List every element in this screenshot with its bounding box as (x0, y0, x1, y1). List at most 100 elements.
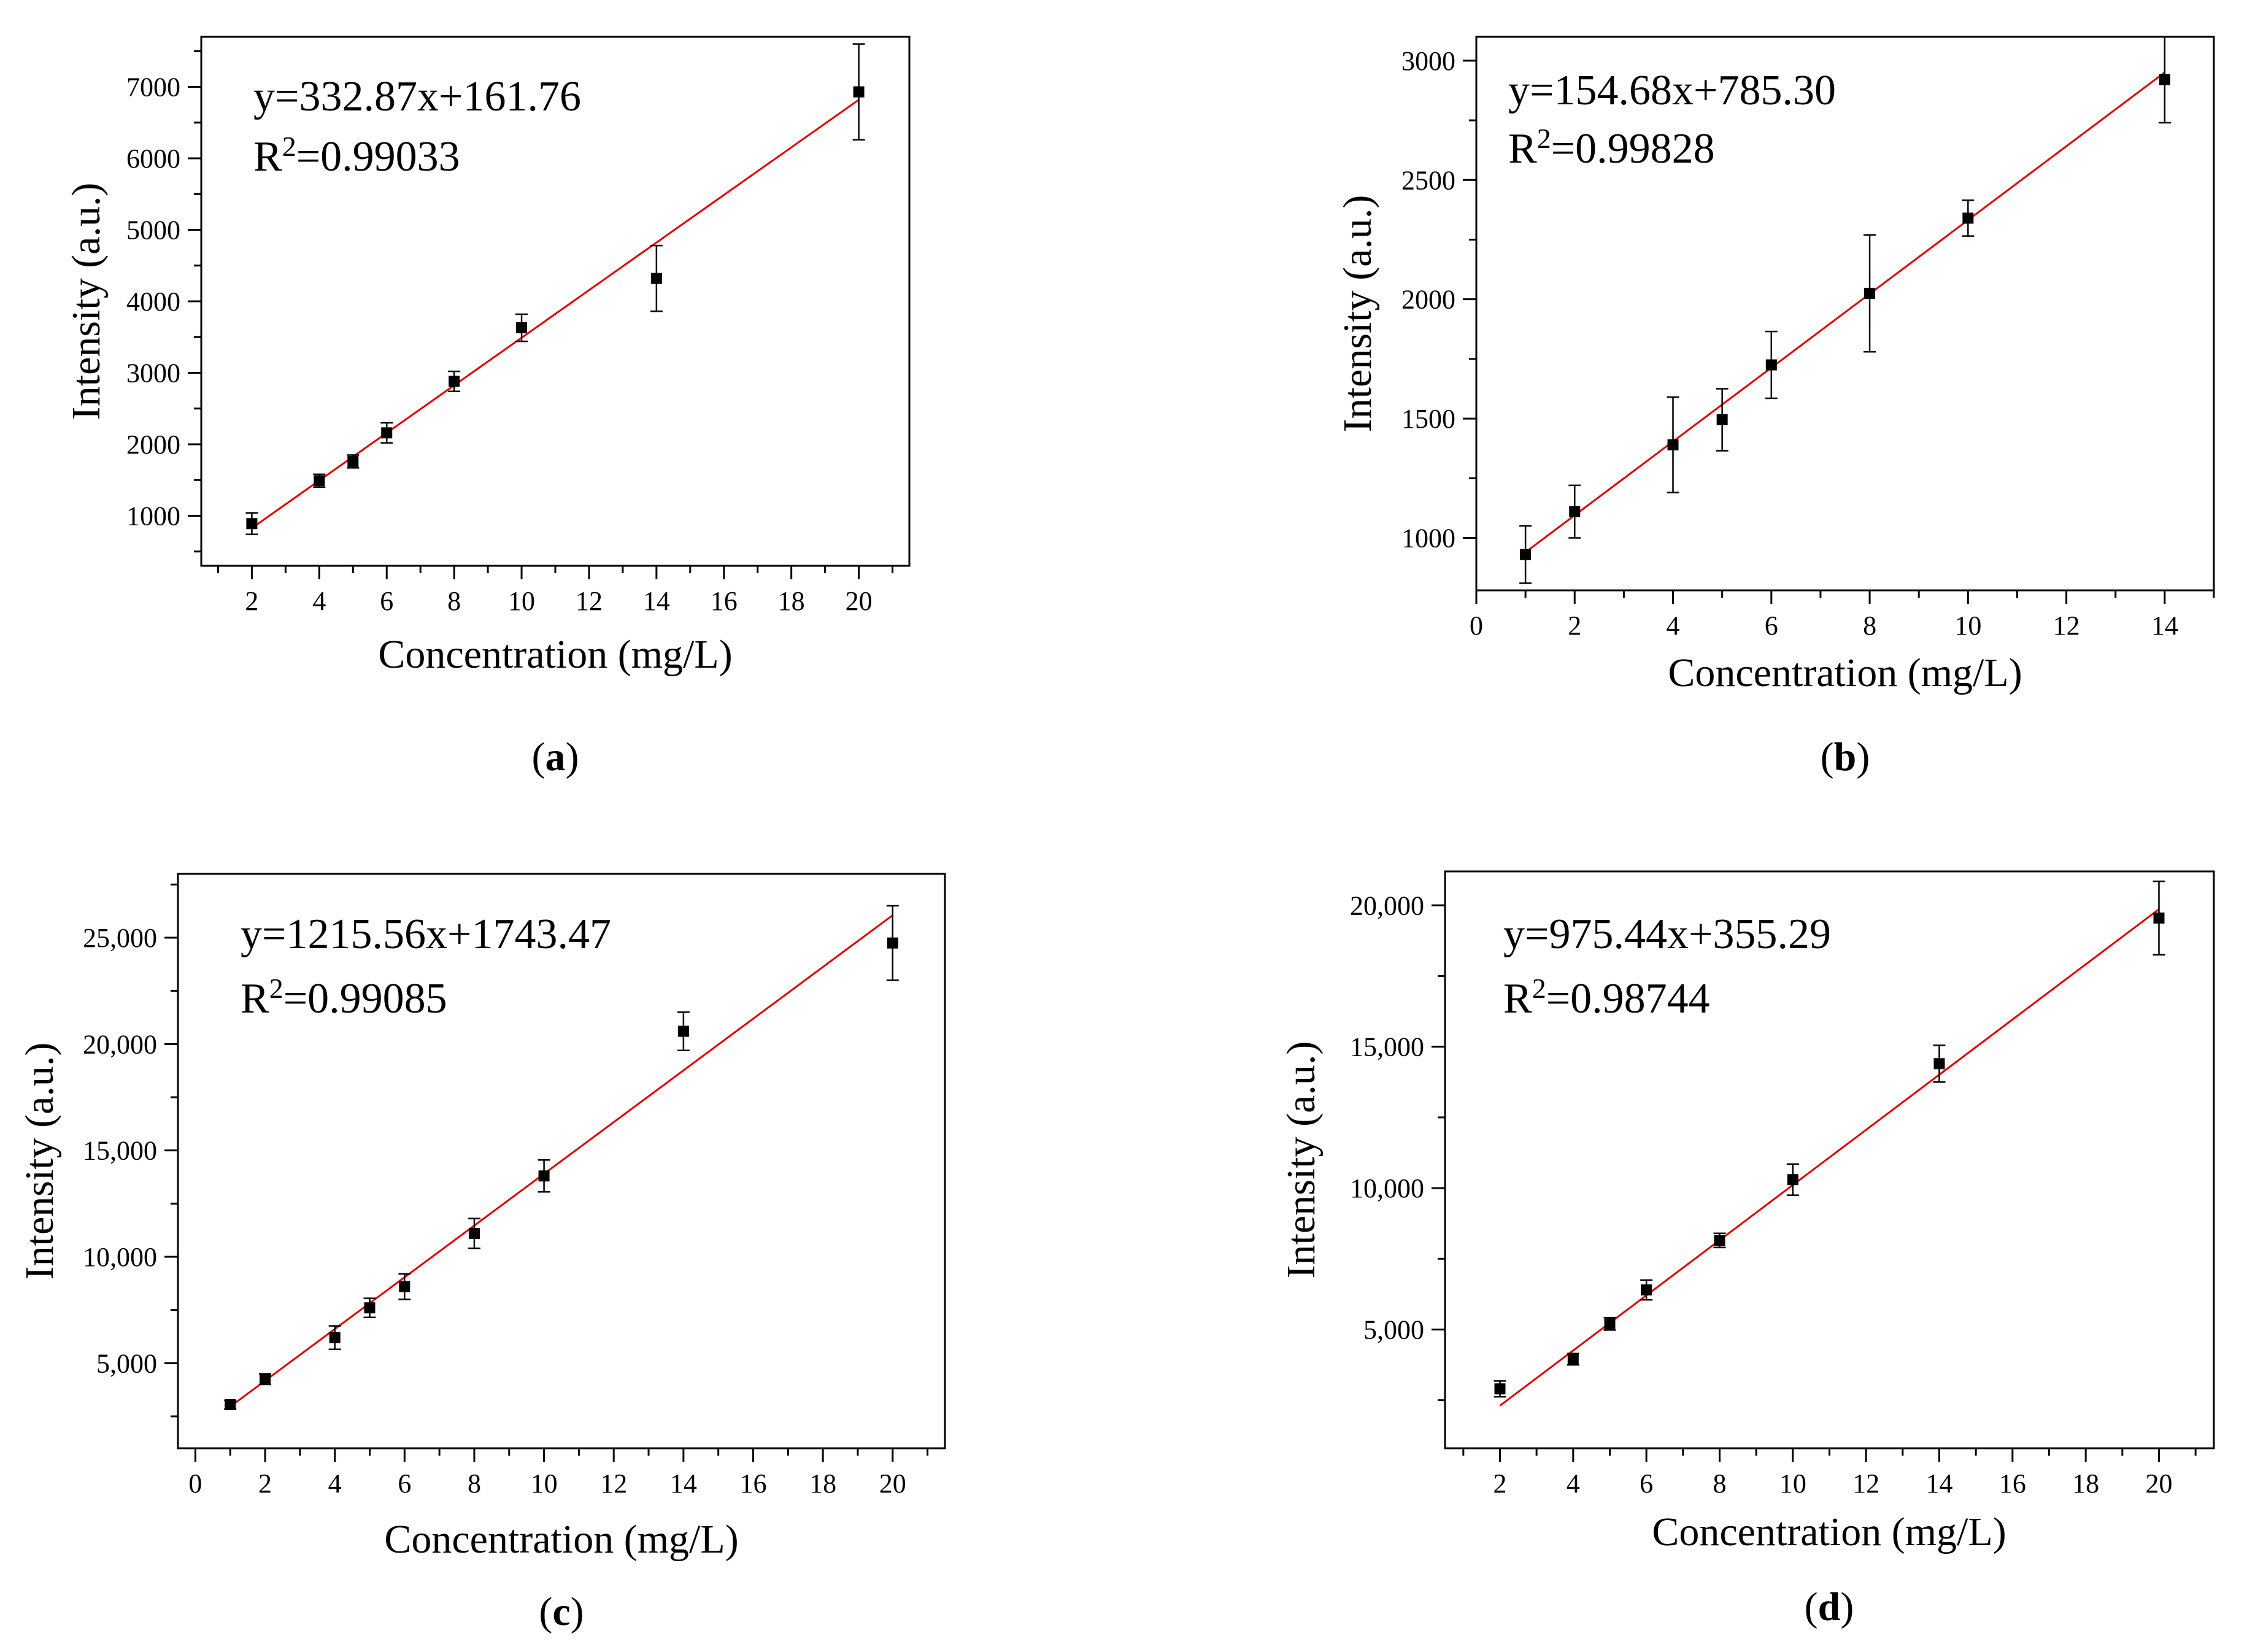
data-point (468, 1227, 480, 1239)
y-tick-label: 6000 (126, 144, 180, 174)
y-tick-label: 5000 (126, 215, 180, 245)
caption-close-paren: ) (1856, 735, 1870, 779)
r-squared: R2=0.99828 (1508, 123, 1715, 172)
data-point (1864, 287, 1876, 299)
x-tick-label: 20 (2146, 1469, 2173, 1499)
panel-caption: (b) (1821, 735, 1870, 779)
y-tick-label: 3000 (126, 358, 180, 388)
caption-close-paren: ) (571, 1589, 584, 1634)
data-point (538, 1170, 550, 1182)
caption-letter: d (1818, 1584, 1841, 1629)
y-tick-label: 1000 (1401, 523, 1455, 553)
data-point (1962, 212, 1974, 224)
y-axis-label: Intensity (a.u.) (1279, 1041, 1324, 1279)
x-tick-label: 2 (1568, 611, 1581, 641)
data-point (1667, 439, 1679, 450)
data-point (887, 937, 898, 949)
caption-open-paren: ( (539, 1589, 552, 1634)
y-tick-label: 7000 (126, 72, 180, 102)
caption-letter: c (552, 1589, 570, 1634)
x-tick-label: 16 (711, 586, 738, 616)
r-squared-superscript: 2 (1532, 973, 1546, 1004)
data-point (1567, 1353, 1579, 1365)
x-tick-label: 4 (312, 586, 326, 616)
x-tick-label: 8 (1863, 611, 1876, 641)
x-tick-label: 12 (2053, 611, 2080, 641)
r-squared: R2=0.98744 (1503, 973, 1710, 1022)
y-tick-label: 5,000 (1363, 1314, 1424, 1345)
x-tick-label: 10 (508, 586, 535, 616)
plot-frame-c (177, 873, 946, 1449)
data-point (677, 1025, 689, 1037)
data-point (650, 272, 662, 284)
data-point (329, 1332, 341, 1343)
fit-equation: y=154.68x+785.30 (1508, 67, 1836, 114)
x-tick-label: 0 (188, 1469, 202, 1499)
x-axis-label: Concentration (mg/L) (1668, 650, 2022, 695)
data-point (1716, 414, 1728, 426)
y-tick-label: 20,000 (1350, 890, 1424, 921)
caption-open-paren: ( (532, 735, 545, 779)
caption-close-paren: ) (1840, 1584, 1854, 1629)
chart-a: 2 4 6 8 10 12 14 16 18 20 1000 2000 3000 4000 5000 6000… (64, 36, 911, 779)
y-axis-label: Intensity (a.u.) (17, 1043, 62, 1280)
chart-b: 0 2 4 6 8 10 12 14 1000 1500 2000 2500 3000 y=154.68x… (1335, 36, 2215, 779)
x-tick-label: 4 (328, 1469, 342, 1499)
x-tick-label: 4 (1567, 1469, 1580, 1499)
caption-close-paren: ) (566, 735, 579, 779)
y-axis-label: Intensity (a.u.) (64, 183, 109, 420)
x-tick-label: 20 (879, 1469, 906, 1499)
x-tick-label: 10 (1954, 611, 1981, 641)
y-tick-label: 2000 (1401, 285, 1455, 315)
x-axis-label: Concentration (mg/L) (378, 632, 732, 677)
y-tick-label: 3000 (1401, 46, 1455, 76)
data-point (853, 86, 865, 98)
caption-open-paren: ( (1821, 735, 1834, 779)
data-point (449, 376, 460, 387)
x-tick-label: 10 (1779, 1469, 1806, 1499)
data-point (2159, 74, 2170, 85)
y-tick-label: 15,000 (83, 1136, 157, 1166)
y-tick-label: 5,000 (96, 1348, 157, 1378)
data-point (2153, 913, 2165, 924)
r-squared-superscript: 2 (269, 973, 283, 1004)
plot-frame-d (1444, 870, 2215, 1449)
y-tick-label: 10,000 (1350, 1173, 1424, 1203)
y-tick-label: 20,000 (83, 1029, 157, 1059)
x-tick-label: 14 (2151, 611, 2178, 641)
fit-equation: y=975.44x+355.29 (1503, 911, 1831, 958)
fit-line-b (1525, 71, 2165, 554)
r-squared-value: =0.99033 (296, 133, 460, 180)
r-squared: R2=0.99085 (241, 973, 447, 1022)
data-point (516, 322, 528, 334)
x-tick-label: 0 (1470, 611, 1483, 641)
x-tick-label: 14 (670, 1469, 697, 1499)
x-tick-label: 18 (2072, 1469, 2099, 1499)
x-tick-label: 18 (809, 1469, 836, 1499)
panel-caption: (c) (539, 1589, 584, 1634)
caption-letter: b (1834, 735, 1857, 779)
data-point (399, 1281, 410, 1292)
data-point (225, 1399, 236, 1410)
x-tick-label: 2 (1494, 1469, 1507, 1499)
plot-frame-b (1475, 36, 2215, 592)
x-tick-label: 18 (778, 586, 805, 616)
y-tick-label: 15,000 (1350, 1032, 1424, 1062)
x-tick-label: 14 (643, 586, 670, 616)
x-tick-label: 8 (468, 1469, 481, 1499)
chart-c: 0 2 4 6 8 10 12 14 16 18 20 5,000 10,000 15,000 20,000… (17, 873, 946, 1634)
x-tick-label: 2 (258, 1469, 272, 1499)
y-tick-label: 1000 (126, 501, 180, 531)
r-squared-prefix: R (1503, 975, 1532, 1022)
data-point (381, 427, 393, 439)
data-point (260, 1373, 271, 1385)
x-tick-label: 10 (531, 1469, 558, 1499)
y-tick-label: 4000 (126, 287, 180, 317)
x-axis-label: Concentration (mg/L) (384, 1517, 738, 1562)
x-tick-label: 2 (245, 586, 258, 616)
data-point (1569, 506, 1581, 517)
y-tick-label: 2500 (1401, 165, 1455, 195)
data-point (1787, 1174, 1798, 1186)
x-tick-label: 4 (1667, 611, 1680, 641)
panel-caption: (d) (1805, 1584, 1854, 1629)
